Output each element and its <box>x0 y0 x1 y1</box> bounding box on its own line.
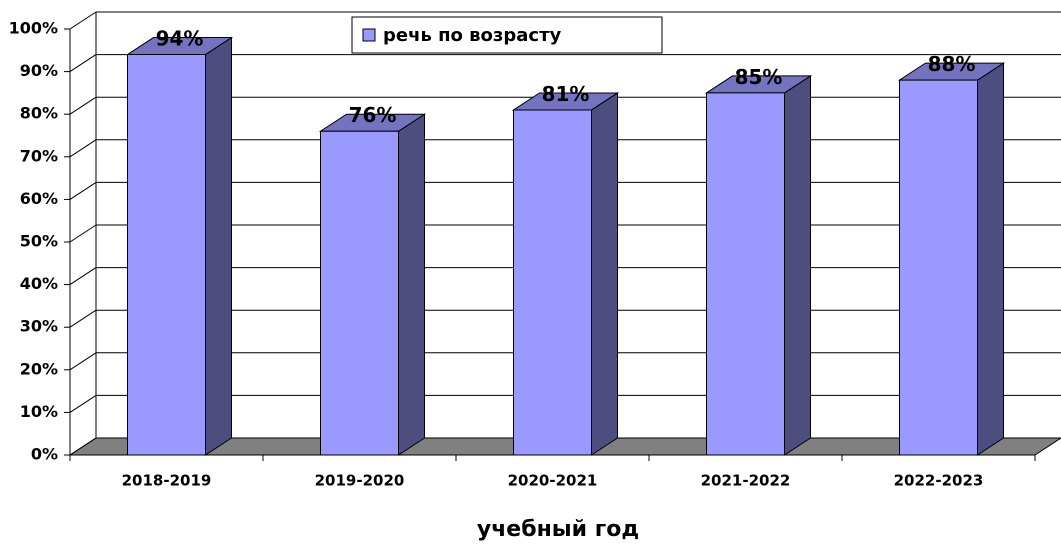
bar-side <box>977 62 1004 456</box>
bar-side <box>784 74 811 456</box>
grid-line-side <box>69 11 97 30</box>
grid-line-side <box>69 352 97 371</box>
bar-side <box>205 36 232 456</box>
x-tick-label: 2021-2022 <box>701 472 791 490</box>
legend-swatch <box>362 28 376 42</box>
grid-line-side <box>69 309 97 328</box>
bar-front <box>513 109 592 456</box>
bar-front <box>127 54 206 456</box>
y-tick-label: 30% <box>20 317 58 336</box>
y-tick-label: 50% <box>20 232 58 251</box>
grid-line-side <box>69 139 97 158</box>
y-tick-label: 100% <box>9 19 58 38</box>
data-label: 76% <box>349 103 397 127</box>
legend-label: речь по возрасту <box>383 25 562 46</box>
bar <box>897 62 1006 456</box>
bar-front <box>899 79 978 456</box>
y-tick-label: 20% <box>20 359 58 378</box>
bar <box>511 92 620 456</box>
legend-box <box>351 16 663 54</box>
x-tick-label: 2022-2023 <box>894 472 984 490</box>
grid-line-side <box>69 267 97 286</box>
y-tick-label: 80% <box>20 104 58 123</box>
grid-line-side <box>69 54 97 73</box>
y-tick-label: 60% <box>20 189 58 208</box>
bar-front <box>706 92 785 456</box>
x-tick-label: 2020-2021 <box>508 472 598 490</box>
grid-line-side <box>69 96 97 115</box>
grid-line-side <box>69 224 97 243</box>
grid-line-side <box>69 437 97 456</box>
x-tick-label: 2018-2019 <box>122 472 212 490</box>
data-label: 94% <box>156 27 204 51</box>
data-label: 88% <box>928 52 976 76</box>
y-tick-label: 0% <box>31 445 58 464</box>
x-axis-title: учебный год <box>477 517 639 542</box>
grid-line-side <box>69 181 97 200</box>
y-tick-label: 10% <box>20 402 58 421</box>
y-tick-label: 40% <box>20 274 58 293</box>
bar-front <box>320 130 399 456</box>
data-label: 81% <box>542 82 590 106</box>
grid-line-side <box>69 394 97 413</box>
bar <box>125 36 234 456</box>
bar <box>704 74 813 456</box>
x-tick-label: 2019-2020 <box>315 472 405 490</box>
bar <box>318 113 427 456</box>
y-tick-label: 90% <box>20 61 58 80</box>
y-tick-label: 70% <box>20 146 58 165</box>
data-label: 85% <box>735 65 783 89</box>
bar-side <box>398 113 425 456</box>
bar-side <box>591 92 618 456</box>
